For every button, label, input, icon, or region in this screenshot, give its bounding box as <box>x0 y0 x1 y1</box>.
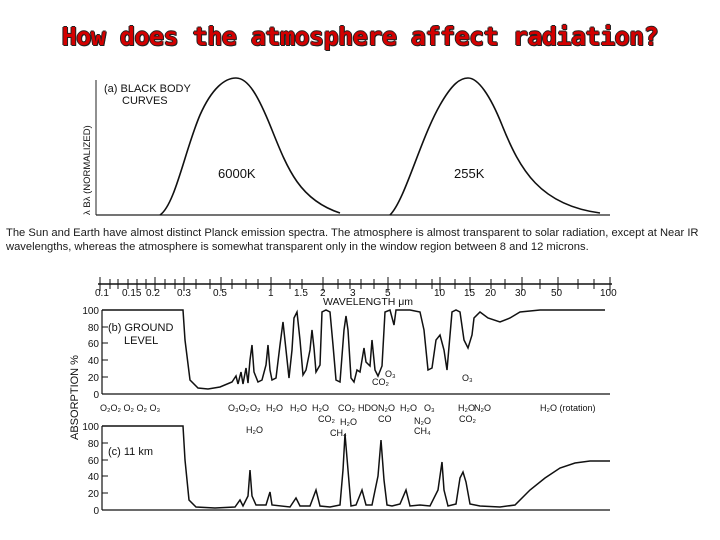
y-tick: 40 <box>88 472 100 483</box>
tick-label: 0.15 <box>122 288 142 299</box>
wavelength-ticks <box>99 277 611 291</box>
panel-b-label-2: LEVEL <box>124 335 158 347</box>
y-tick: 60 <box>88 456 100 467</box>
tick-label: 30 <box>515 288 527 299</box>
panel-b-label: (b) GROUND <box>108 322 173 334</box>
wavelength-axis: 0.1 0.15 0.2 0.3 0.5 1 1.5 2 3 5 10 15 2… <box>95 277 617 308</box>
gas-label: CO <box>378 414 392 424</box>
y-tick: 80 <box>88 323 100 334</box>
gas-label: CO₂ <box>372 377 390 387</box>
tick-label: 0.5 <box>213 288 227 299</box>
tick-label: 5 <box>385 288 391 299</box>
panel-c-y-ticks: 100 80 60 40 20 0 <box>82 422 99 517</box>
absorbing-gas-labels: O₂O₂ O₂ O₂ O₃ CO₂ O₃ O₃ O₃O₂ O₂ H₂O H₂O … <box>100 369 596 438</box>
gas-label: H₂O <box>400 403 417 413</box>
gas-label: O₃ <box>462 373 473 383</box>
ground-level-panel: 100 80 60 40 20 0 (b) GROUND LEVEL <box>82 306 610 401</box>
gas-label: O₃ <box>385 369 396 379</box>
slide-caption: The Sun and Earth have almost distinct P… <box>6 227 699 253</box>
panel-a-ylabel: λ Bλ (NORMALIZED) <box>82 125 93 215</box>
tick-label: 0.1 <box>95 288 109 299</box>
y-tick: 0 <box>93 506 99 517</box>
gas-label: H₂O <box>290 403 307 413</box>
absorption-axis-title: ABSORPTION % <box>69 355 81 440</box>
tick-label: 2 <box>320 288 326 299</box>
gas-label: CH₄ <box>414 426 431 436</box>
gas-label: H₂O <box>340 417 357 427</box>
gas-label: H₂O (rotation) <box>540 403 596 413</box>
panel-a-label: (a) BLACK BODY <box>104 83 191 95</box>
gas-label: H₂O <box>312 403 329 413</box>
wavelength-axis-title: WAVELENGTH μm <box>323 296 413 308</box>
y-tick: 100 <box>82 422 99 433</box>
tick-label: 15 <box>464 288 476 299</box>
panel-c-label: (c) 11 km <box>108 446 153 458</box>
y-tick: 60 <box>88 339 100 350</box>
gas-label: CH₄ <box>330 428 347 438</box>
gas-label: H₂O <box>266 403 283 413</box>
gas-label: H₂O <box>458 403 475 413</box>
ground-level-absorption-curve <box>102 308 605 390</box>
tick-label: 10 <box>434 288 446 299</box>
gas-label: N₂O <box>378 403 395 413</box>
panel-a-label-2: CURVES <box>122 95 168 107</box>
gas-label: O₂ <box>250 403 261 413</box>
tick-label: 50 <box>551 288 563 299</box>
tick-label: 100 <box>600 288 617 299</box>
slide-title: How does the atmosphere affect radiation… <box>61 22 659 51</box>
gas-label: O₃ <box>424 403 435 413</box>
tick-label: 0.3 <box>177 288 191 299</box>
gas-label: N₂O <box>414 416 431 426</box>
blackbody-curve-255k <box>389 77 601 216</box>
y-tick: 20 <box>88 489 100 500</box>
gas-label: CO₂ <box>338 403 356 413</box>
gas-label: O₃O₂ <box>228 403 250 413</box>
wavelength-tick-labels: 0.1 0.15 0.2 0.3 0.5 1 1.5 2 3 5 10 15 2… <box>95 288 617 299</box>
gas-label: HDO <box>358 403 378 413</box>
y-tick: 80 <box>88 439 100 450</box>
tick-label: 1 <box>268 288 274 299</box>
gas-label: N₂O <box>474 403 491 413</box>
gas-label: O₂O₂ O₂ O₂ O₃ <box>100 403 160 413</box>
y-tick: 0 <box>93 390 99 401</box>
gas-label: CO₂ <box>318 414 336 424</box>
eleven-km-panel: 100 80 60 40 20 0 (c) 11 km <box>82 422 610 517</box>
curve-label-6000k: 6000K <box>218 166 256 181</box>
blackbody-panel: (a) BLACK BODY CURVES λ Bλ (NORMALIZED) … <box>82 77 610 216</box>
y-tick: 40 <box>88 356 100 367</box>
gas-label: CO₂ <box>459 414 477 424</box>
y-tick: 100 <box>82 306 99 317</box>
blackbody-curve-6000k <box>159 77 341 216</box>
tick-label: 0.2 <box>146 288 160 299</box>
eleven-km-absorption-curve <box>102 425 610 509</box>
gas-label: H₂O <box>246 425 263 435</box>
panel-b-y-ticks: 100 80 60 40 20 0 <box>82 306 99 401</box>
y-tick: 20 <box>88 373 100 384</box>
curve-label-255k: 255K <box>454 166 485 181</box>
tick-label: 1.5 <box>294 288 308 299</box>
tick-label: 20 <box>485 288 497 299</box>
tick-label: 3 <box>350 288 356 299</box>
